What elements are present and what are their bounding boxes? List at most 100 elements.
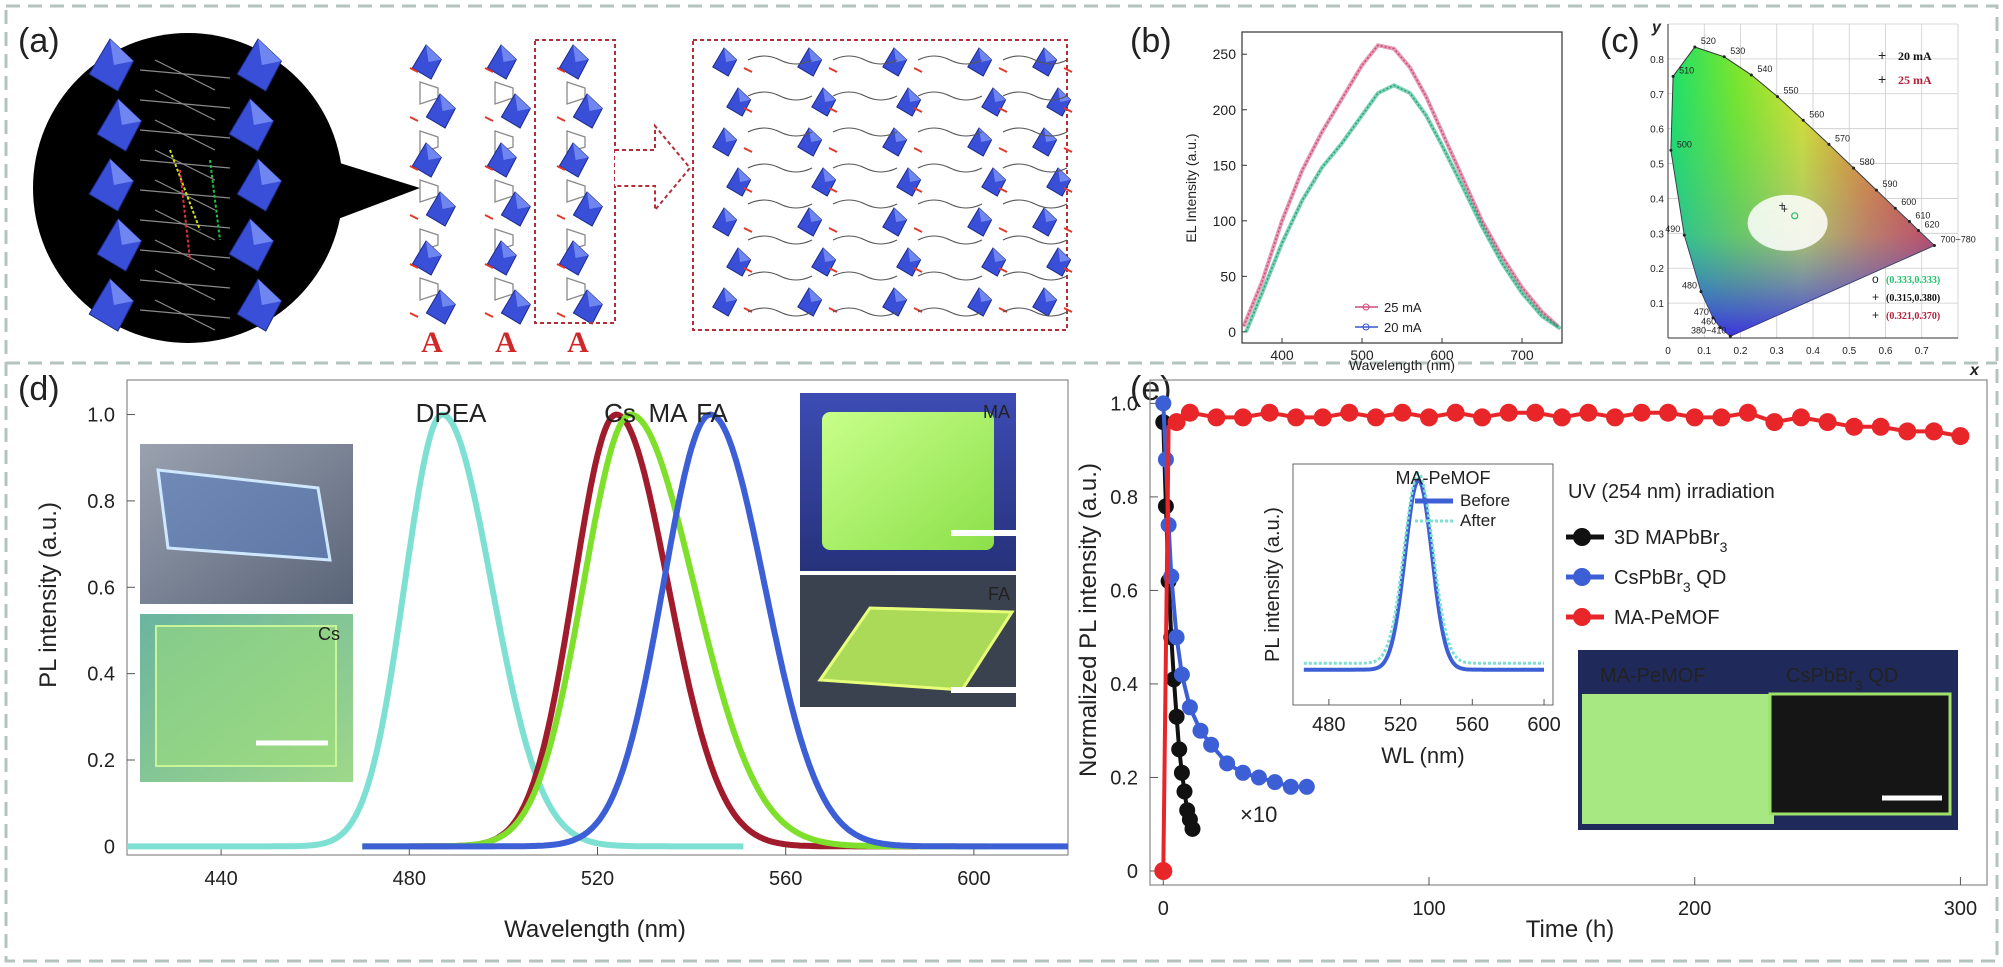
- b-xtick-label-2: 600: [1430, 347, 1454, 363]
- circle-octahedron-right-3-face: [250, 219, 274, 245]
- column-1-oxygen-0: [484, 67, 494, 73]
- c-locus-dot-12: [1671, 74, 1675, 78]
- e-series-1-point-6: [1181, 699, 1198, 716]
- c-xtick-label-5: 0.5: [1842, 346, 1856, 357]
- column-2-octahedron-4-face: [573, 241, 589, 258]
- packed-col-0-octahedron-3-face: [738, 168, 751, 182]
- c-locus-dot-6: [1852, 166, 1856, 170]
- zoom-circle: [33, 33, 343, 343]
- circle-linker-8: [139, 309, 231, 319]
- c-xtick-label-1: 0.1: [1697, 346, 1711, 357]
- b-series-1-line: [1245, 84, 1561, 333]
- column-0-linker-3: [419, 228, 439, 252]
- c-locus-label-6: 580: [1860, 157, 1875, 167]
- packed-col-3-oxygen-3: [998, 187, 1008, 193]
- b-legend-label-25ma: 25 mA: [1384, 300, 1422, 315]
- packed-linker-2-0: [747, 127, 813, 137]
- column-0-linker-2: [419, 179, 439, 203]
- column-0-oxygen-1: [409, 116, 419, 122]
- c-locus-dot-11: [1932, 244, 1936, 248]
- packed-col-3-octahedron-3-face: [993, 168, 1006, 182]
- packed-structure-box: [692, 39, 1068, 331]
- e-series-2-point-22: [1685, 408, 1704, 427]
- e-series-2-point-2: [1167, 413, 1186, 432]
- circle-linker-b-0: [154, 59, 216, 91]
- c-locus-dot-2: [1749, 73, 1753, 77]
- d-curve-label-cs: Cs: [604, 398, 636, 428]
- e-legend-label-0: 3D MAPbBr3: [1614, 527, 1728, 555]
- c-locus-label-11: 700~780: [1940, 235, 1975, 245]
- e-inset-xlabel: WL (nm): [1381, 743, 1465, 768]
- e-series-2-point-31: [1924, 422, 1943, 441]
- c-xtick-label-6: 0.6: [1879, 346, 1893, 357]
- e-legend-title: UV (254 nm) irradiation: [1568, 481, 1775, 503]
- column-0-octahedron-0-face: [426, 45, 442, 62]
- circle-linker-b-1: [154, 89, 216, 121]
- c-locus-dot-4: [1801, 118, 1805, 122]
- c-xtick-label-3: 0.3: [1770, 346, 1784, 357]
- e-photo-label-right: CsPbBr3 QD: [1786, 665, 1898, 693]
- e-ytick-label-3: 0.6: [1110, 580, 1138, 602]
- b-ytick-label-5: 250: [1213, 46, 1237, 62]
- e-series-2-point-17: [1552, 408, 1571, 427]
- e-series-1-point-11: [1250, 769, 1267, 786]
- packed-col-1-oxygen-5: [828, 267, 838, 273]
- b-xtick-label-3: 700: [1510, 347, 1534, 363]
- d-photo-cs-slab: [156, 468, 332, 562]
- e-xtick-label-0: 0: [1158, 898, 1169, 920]
- e-xtick-label-3: 300: [1944, 898, 1977, 920]
- packed-col-3-octahedron-2-face: [979, 128, 992, 142]
- e-legend-marker-2: [1573, 608, 1591, 626]
- packed-col-2-oxygen-3: [913, 187, 923, 193]
- c-point-0: +: [1779, 198, 1786, 212]
- c-locus-label-4: 560: [1809, 109, 1824, 119]
- packed-col-4-oxygen-4: [1063, 227, 1073, 233]
- panel-b: (b) 400 500 600 700 0 50 100 150 200 250 Waveleng…: [1130, 22, 1563, 373]
- circle-framework-structure: [88, 38, 283, 332]
- e-series-1-point-5: [1173, 666, 1190, 683]
- b-legend: 25 mA 20 mA: [1355, 300, 1422, 335]
- e-inset-series-after: [1303, 471, 1544, 665]
- b-ytick-label-4: 200: [1213, 102, 1237, 118]
- d-ytick-label-4: 0.8: [87, 491, 115, 513]
- d-xtick-label-2: 520: [581, 868, 614, 890]
- packed-col-4-octahedron-5-face: [1058, 248, 1071, 262]
- e-legend-label-1: CsPbBr3 QD: [1614, 567, 1726, 595]
- assembly-arrow: [615, 123, 692, 213]
- packed-col-4-octahedron-3-face: [1058, 168, 1071, 182]
- e-series-2-point-15: [1499, 403, 1518, 422]
- e-series-2-point-30: [1898, 422, 1917, 441]
- e-inset-xtick-label-0: 480: [1312, 714, 1345, 736]
- c-ytick-label-6: 0.7: [1650, 90, 1664, 101]
- e-ylabel: Normalized PL intensity (a.u.): [1075, 463, 1102, 777]
- c-xtick-label-4: 0.4: [1806, 346, 1820, 357]
- packed-linker-1-0: [747, 91, 813, 101]
- e-series-1-point-7: [1192, 722, 1209, 739]
- column-0-octahedron-5-face: [440, 290, 456, 307]
- packed-linker-7-1: [832, 307, 898, 317]
- e-inset-title: MA-PeMOF: [1395, 468, 1490, 488]
- circle-octahedron-right-1-face: [250, 99, 274, 125]
- e-series-2-point-24: [1738, 403, 1757, 422]
- packed-col-1-octahedron-3-face: [823, 168, 836, 182]
- packed-col-4-octahedron-1-face: [1058, 88, 1071, 102]
- e-series-2-point-6: [1260, 403, 1279, 422]
- column-1-oxygen-3: [484, 214, 494, 220]
- packed-col-0-octahedron-5-face: [738, 248, 751, 262]
- column-0-linker-0: [419, 81, 439, 105]
- unit-label-a-3: A: [567, 326, 589, 359]
- c-locus-dot-7: [1874, 188, 1878, 192]
- packed-col-2-oxygen-0: [913, 67, 923, 73]
- c-legend-label-1: 25 mA: [1898, 73, 1932, 87]
- column-2-oxygen-3: [556, 214, 566, 220]
- e-series-2-point-29: [1871, 417, 1890, 436]
- packed-col-1-oxygen-2: [828, 147, 838, 153]
- e-series-2-point-7: [1287, 408, 1306, 427]
- e-plot-frame: [1149, 379, 1988, 886]
- e-series-2-point-10: [1366, 408, 1385, 427]
- packed-col-0-oxygen-0: [743, 67, 753, 73]
- packed-linker-6-3: [1002, 271, 1068, 281]
- c-locus-dot-1: [1722, 55, 1726, 59]
- e-ytick-label-4: 0.8: [1110, 487, 1138, 509]
